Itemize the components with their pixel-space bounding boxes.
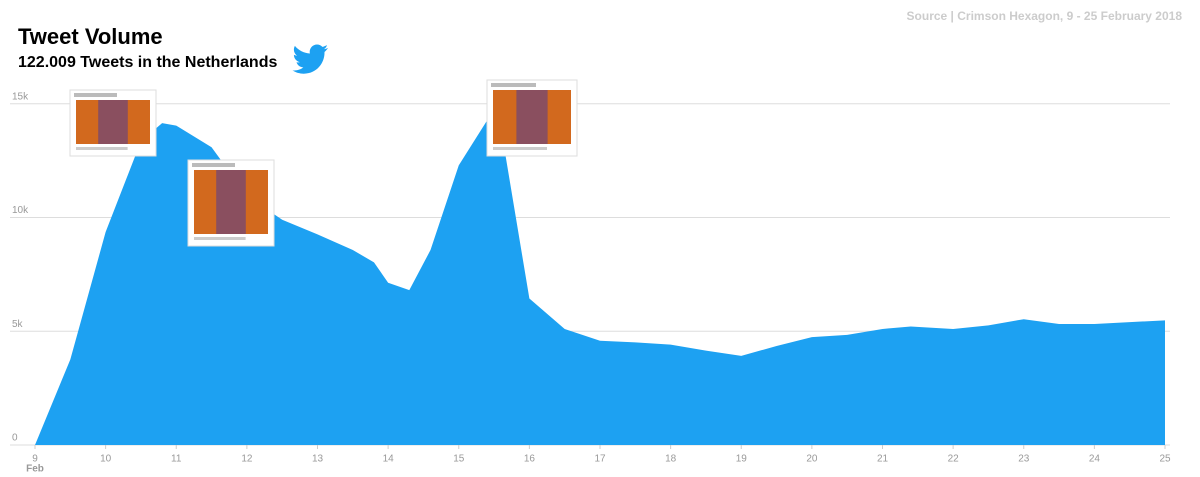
- x-tick-label: 19: [736, 454, 748, 465]
- thumb-footer: [493, 147, 547, 150]
- x-tick-label: 20: [806, 454, 818, 465]
- chart-subtitle: 122.009 Tweets in the Netherlands: [18, 54, 277, 71]
- x-tick-label: 24: [1089, 454, 1101, 465]
- x-tick-label: 9: [32, 454, 38, 465]
- tweet-thumbnail: [69, 89, 157, 157]
- bird-icon: [292, 44, 328, 74]
- thumb-image-accent: [98, 100, 128, 144]
- x-tick-label: 10: [100, 454, 112, 465]
- source: Source | Crimson Hexagon, 9 - 25 Februar…: [907, 9, 1183, 23]
- thumb-header: [192, 163, 235, 167]
- x-tick-label: 23: [1018, 454, 1030, 465]
- thumb-image-accent: [216, 170, 246, 234]
- thumb-footer: [76, 147, 128, 150]
- x-tick-label: 12: [241, 454, 253, 465]
- x-tick-label: 17: [594, 454, 606, 465]
- thumb-header: [74, 93, 117, 97]
- x-tick-label: 15: [453, 454, 465, 465]
- x-tick-label: 13: [312, 454, 324, 465]
- x-tick-label: 16: [524, 454, 536, 465]
- thumb-footer: [194, 237, 246, 240]
- tweet-thumbnail: [486, 79, 578, 157]
- thumb-header: [491, 83, 536, 87]
- x-tick-label: 22: [948, 454, 960, 465]
- area: [35, 120, 1165, 446]
- x-tick-label: 18: [665, 454, 677, 465]
- twitter-bird: [292, 44, 328, 74]
- thumb-image-accent: [516, 90, 548, 144]
- x-tick-label: 14: [383, 454, 395, 465]
- y-tick-label: 10k: [12, 205, 29, 216]
- y-tick-label: 0: [12, 433, 18, 444]
- chart-title: Tweet Volume: [18, 24, 163, 49]
- x-tick-label: 11: [171, 454, 182, 465]
- tweet-thumbnail: [187, 159, 275, 247]
- x-tick-label: 21: [877, 454, 889, 465]
- plot: 0 5k 10k 15k 9 10 11 12 13 14 15 16 17 18 19 20 21 22 23 24…: [10, 91, 1171, 475]
- x-tick-sublabel: Feb: [26, 464, 44, 475]
- y-tick-label: 15k: [12, 91, 29, 102]
- x-tick-label: 25: [1159, 454, 1171, 465]
- y-tick-label: 5k: [12, 319, 24, 330]
